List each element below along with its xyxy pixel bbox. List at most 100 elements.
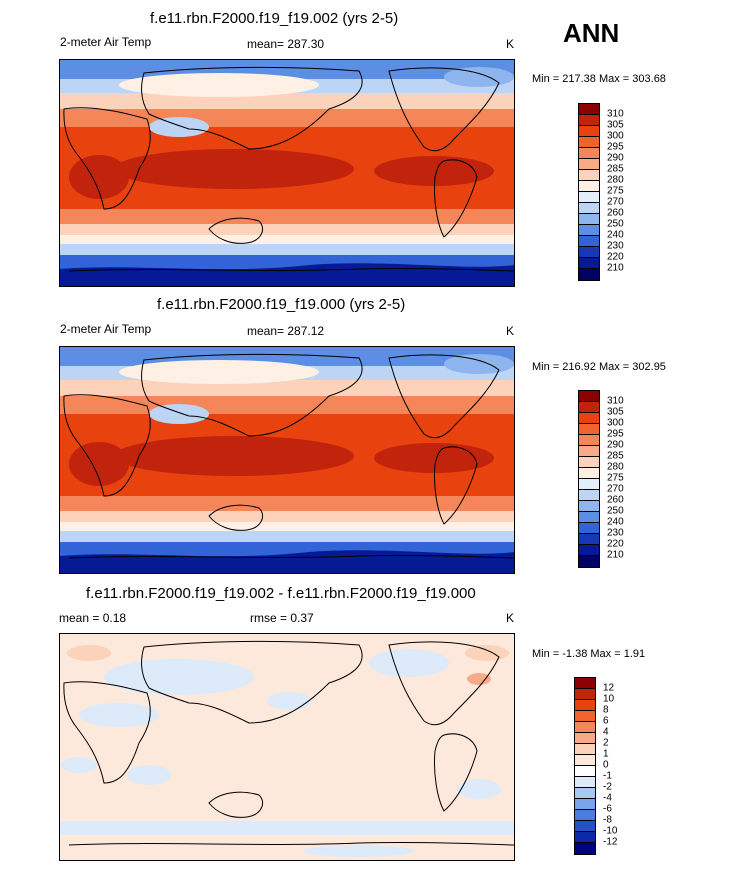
colorbar-labels: 310 305 300 295 290 285 280 275 270 260 250 240 230 2… [607, 390, 647, 566]
colorbar-level-label: 295 [607, 428, 624, 440]
colorbar-swatch [579, 181, 599, 192]
colorbar-swatch [579, 148, 599, 159]
colorbar-level-label: 230 [607, 527, 624, 539]
colorbar-swatch [579, 258, 599, 269]
colorbar: 12 10 8 6 4 2 1 0 -1 -2 -4 -6 -8 -10 -12 [574, 677, 643, 855]
colorbar-level-label: 210 [607, 262, 624, 274]
colorbar-level-label: 285 [607, 163, 624, 175]
variable-label: 2-meter Air Temp [60, 322, 152, 336]
colorbar-swatch [575, 810, 595, 821]
colorbar-level-label: 275 [607, 472, 624, 484]
colorbar-level-label: 260 [607, 207, 624, 219]
panel-title: f.e11.rbn.F2000.f19_f19.002 - f.e11.rbn.… [86, 585, 476, 602]
colorbar-level-label: -8 [603, 814, 612, 826]
colorbar-swatch [579, 424, 599, 435]
colorbar-level-label: 220 [607, 251, 624, 263]
colorbar-swatch [575, 843, 595, 854]
colorbar-level-label: 260 [607, 494, 624, 506]
colorbar-level-label: 240 [607, 229, 624, 241]
colorbar-swatch [575, 821, 595, 832]
colorbar-level-label: 0 [603, 759, 609, 771]
colorbar-swatch [579, 490, 599, 501]
colorbar-level-label: -4 [603, 792, 612, 804]
colorbar-level-label: 250 [607, 218, 624, 230]
colorbar-swatch [579, 435, 599, 446]
mean-label: mean = 0.18 [59, 611, 127, 625]
colorbar-swatch [579, 115, 599, 126]
mean-label: mean= 287.30 [247, 37, 325, 51]
colorbar-level-label: 230 [607, 240, 624, 252]
units-label: K [506, 37, 515, 51]
colorbar-level-label: -12 [603, 836, 618, 848]
colorbar-level-label: 280 [607, 174, 624, 186]
colorbar-swatch [579, 170, 599, 181]
colorbar-level-label: 285 [607, 450, 624, 462]
units-label: K [506, 611, 515, 625]
colorbar-level-label: 290 [607, 439, 624, 451]
colorbar-boxes [578, 390, 600, 568]
colorbar-swatch [579, 556, 599, 567]
colorbar-level-label: 270 [607, 483, 624, 495]
colorbar-swatch [579, 391, 599, 402]
colorbar: 310 305 300 295 290 285 280 275 270 260 250 240 230 2… [578, 390, 647, 568]
panel-title: f.e11.rbn.F2000.f19_f19.000 (yrs 2-5) [157, 296, 406, 313]
colorbar-swatch [575, 777, 595, 788]
colorbar-swatch [579, 402, 599, 413]
colorbar-swatch [579, 446, 599, 457]
colorbar-level-label: 12 [603, 682, 615, 694]
colorbar-level-label: 310 [607, 108, 624, 120]
colorbar-swatch [579, 225, 599, 236]
colorbar-swatch [575, 678, 595, 689]
colorbar-swatch [579, 523, 599, 534]
colorbar-labels: 310 305 300 295 290 285 280 275 270 260 250 240 230 2… [607, 103, 647, 279]
colorbar-level-label: 295 [607, 141, 624, 153]
colorbar-level-label: -1 [603, 770, 612, 782]
panel-title: f.e11.rbn.F2000.f19_f19.002 (yrs 2-5) [150, 10, 399, 27]
minmax-label: Min = 217.38 Max = 303.68 [532, 73, 666, 85]
colorbar-boxes [578, 103, 600, 281]
colorbar-swatch [579, 203, 599, 214]
temperature-map [59, 346, 515, 574]
colorbar-level-label: -6 [603, 803, 612, 815]
colorbar-swatch [579, 457, 599, 468]
colorbar-level-label: 250 [607, 505, 624, 517]
colorbar-level-label: -10 [603, 825, 618, 837]
colorbar-swatch [575, 832, 595, 843]
colorbar-swatch [579, 512, 599, 523]
colorbar-level-label: 290 [607, 152, 624, 164]
colorbar-level-label: 300 [607, 417, 624, 429]
colorbar-swatch [579, 214, 599, 225]
colorbar-level-label: 220 [607, 538, 624, 550]
colorbar-level-label: 300 [607, 130, 624, 142]
colorbar-level-label: 270 [607, 196, 624, 208]
colorbar-swatch [579, 468, 599, 479]
colorbar-level-label: 8 [603, 704, 609, 716]
colorbar-swatch [579, 534, 599, 545]
colorbar-level-label: -2 [603, 781, 612, 793]
colorbar-swatch [579, 501, 599, 512]
colorbar-swatch [579, 479, 599, 490]
colorbar-level-label: 10 [603, 693, 615, 705]
colorbar-boxes [574, 677, 596, 855]
colorbar-swatch [575, 799, 595, 810]
colorbar-swatch [575, 755, 595, 766]
colorbar-level-label: 280 [607, 461, 624, 473]
difference-map [59, 633, 515, 861]
colorbar-level-label: 240 [607, 516, 624, 528]
colorbar-swatch [579, 269, 599, 280]
season-label: ANN [563, 18, 620, 48]
colorbar-swatch [579, 137, 599, 148]
colorbar-level-label: 4 [603, 726, 609, 738]
colorbar-swatch [579, 413, 599, 424]
colorbar-level-label: 2 [603, 737, 609, 749]
colorbar-labels: 12 10 8 6 4 2 1 0 -1 -2 -4 -6 -8 -10 -12 [603, 677, 643, 853]
variable-label: 2-meter Air Temp [60, 35, 152, 49]
colorbar-swatch [575, 689, 595, 700]
colorbar-swatch [579, 192, 599, 203]
colorbar-swatch [579, 545, 599, 556]
colorbar-level-label: 1 [603, 748, 609, 760]
colorbar-swatch [575, 700, 595, 711]
colorbar-level-label: 305 [607, 406, 624, 418]
colorbar-swatch [579, 159, 599, 170]
rmse-label: rmse = 0.37 [250, 611, 314, 625]
